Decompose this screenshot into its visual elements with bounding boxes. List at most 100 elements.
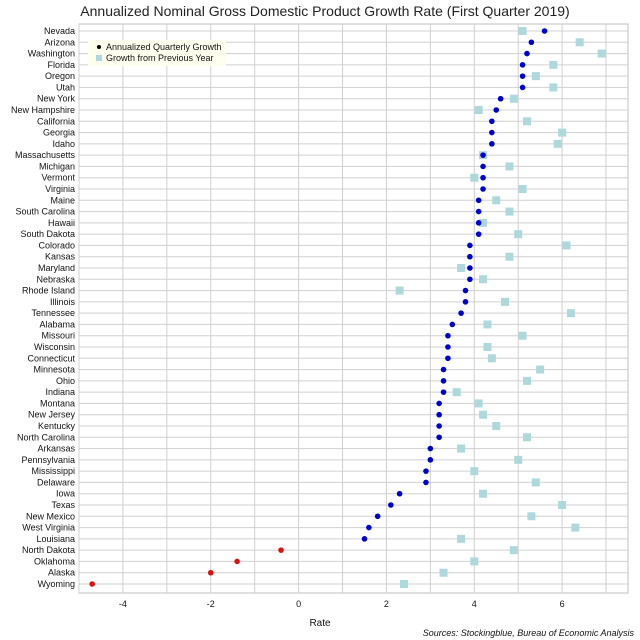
quarterly-point xyxy=(519,84,526,91)
yoy-point xyxy=(487,354,496,363)
quarterly-point xyxy=(462,287,469,294)
category-label: Wisconsin xyxy=(34,342,75,352)
quarterly-point xyxy=(475,231,482,237)
category-label: New York xyxy=(37,94,76,104)
quarterly-point xyxy=(541,28,548,34)
quarterly-point xyxy=(467,276,473,283)
yoy-point xyxy=(558,128,567,137)
category-label: Kentucky xyxy=(38,421,76,431)
category-label: Maine xyxy=(50,195,75,205)
category-label: Iowa xyxy=(56,489,75,499)
yoy-point xyxy=(505,162,514,171)
quarterly-point xyxy=(475,208,482,215)
yoy-point xyxy=(479,218,488,227)
quarterly-point xyxy=(374,513,381,520)
category-label: Rhode Island xyxy=(22,286,75,296)
yoy-point xyxy=(474,106,483,114)
yoy-point xyxy=(553,139,562,148)
quarterly-point xyxy=(445,355,451,362)
category-label: Tennessee xyxy=(31,308,75,318)
quarterly-point xyxy=(396,490,403,497)
yoy-point xyxy=(479,489,488,498)
quarterly-point xyxy=(445,332,451,339)
yoy-point xyxy=(452,388,461,397)
source-note: Sources: Stockingblue, Bureau of Economi… xyxy=(423,628,635,638)
category-label: Oregon xyxy=(45,71,75,81)
category-label: Minnesota xyxy=(33,365,75,375)
quarterly-point xyxy=(475,220,482,226)
yoy-point xyxy=(470,467,479,476)
category-label: Arkansas xyxy=(37,444,75,454)
category-label: Washington xyxy=(28,49,75,59)
quarterly-point xyxy=(436,400,442,407)
quarterly-point xyxy=(423,479,429,486)
yoy-point xyxy=(439,568,448,577)
quarterly-point xyxy=(234,558,240,565)
yoy-point xyxy=(522,376,531,385)
yoy-point xyxy=(400,580,409,588)
category-label: Idaho xyxy=(52,139,75,149)
yoy-point xyxy=(457,444,466,453)
yoy-point xyxy=(558,501,567,509)
category-label: Delaware xyxy=(37,477,75,487)
quarterly-point xyxy=(388,502,394,508)
category-label: Colorado xyxy=(38,240,75,250)
quarterly-point xyxy=(423,468,429,474)
category-label: Vermont xyxy=(41,173,75,183)
yoy-point xyxy=(395,286,404,295)
yoy-point xyxy=(514,455,523,464)
yoy-point xyxy=(501,297,510,306)
yoy-point xyxy=(522,433,531,442)
category-label: Utah xyxy=(56,82,75,92)
category-label: Michigan xyxy=(39,161,75,171)
category-label: Oklahoma xyxy=(34,556,75,566)
yoy-point xyxy=(522,117,531,126)
yoy-point xyxy=(566,309,575,318)
category-label: Indiana xyxy=(45,387,75,397)
quarterly-point xyxy=(480,186,486,192)
yoy-point xyxy=(536,365,545,374)
category-label: Louisiana xyxy=(36,534,75,544)
yoy-point xyxy=(479,410,488,419)
quarterly-point xyxy=(445,344,451,350)
category-label: Virginia xyxy=(45,184,75,194)
quarterly-point xyxy=(278,547,284,553)
yoy-point xyxy=(571,523,580,532)
yoy-point xyxy=(518,185,527,193)
yoy-point xyxy=(474,399,483,408)
category-label: Nevada xyxy=(44,26,75,36)
quarterly-point xyxy=(528,39,535,46)
yoy-point xyxy=(531,478,540,487)
legend-box xyxy=(88,40,226,66)
quarterly-point xyxy=(467,242,473,249)
category-label: Maryland xyxy=(38,263,75,273)
quarterly-point xyxy=(489,118,495,125)
category-label: South Carolina xyxy=(15,207,75,217)
quarterly-point xyxy=(524,50,530,57)
quarterly-point xyxy=(497,95,504,102)
quarterly-point xyxy=(475,197,482,204)
quarterly-point xyxy=(462,299,469,305)
x-tick-label: -4 xyxy=(119,599,127,609)
plot-frame xyxy=(78,23,629,594)
yoy-point xyxy=(457,534,466,543)
quarterly-point xyxy=(436,434,442,441)
yoy-point xyxy=(509,94,518,103)
yoy-point xyxy=(518,27,527,35)
category-label: New Hampshire xyxy=(11,105,75,115)
quarterly-point xyxy=(519,62,526,68)
category-label: Arizona xyxy=(44,37,75,47)
yoy-point xyxy=(492,196,501,205)
legend-label-quarterly: Annualized Quarterly Growth xyxy=(106,42,222,52)
quarterly-point xyxy=(458,310,464,316)
category-label: Texas xyxy=(51,500,75,510)
quarterly-point xyxy=(361,536,368,542)
category-label: Ohio xyxy=(56,376,75,386)
yoy-point xyxy=(562,241,571,250)
category-label: Nebraska xyxy=(36,274,75,284)
quarterly-point xyxy=(207,569,214,576)
category-label: North Carolina xyxy=(17,432,75,442)
yoy-point xyxy=(597,49,606,58)
